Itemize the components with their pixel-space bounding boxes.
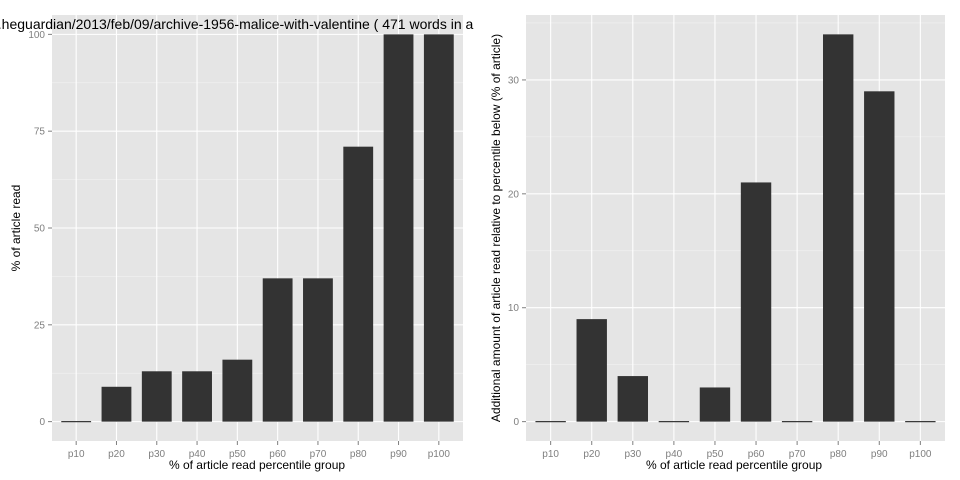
- left-bar-p30: [141, 371, 172, 422]
- left-y-tick-label: 100: [28, 30, 45, 41]
- right-y-axis-title: Additional amount of article read relati…: [489, 34, 503, 422]
- left-y-tick-label: 0: [39, 417, 45, 428]
- left-bar-p10: [61, 421, 92, 423]
- right-bar-p50: [699, 387, 731, 422]
- left-bar-p60: [262, 278, 293, 422]
- right-x-tick-label: p100: [909, 449, 932, 460]
- left-bar-p50: [222, 359, 253, 422]
- left-x-tick-label: p70: [310, 449, 327, 460]
- right-bar-p70: [781, 421, 813, 423]
- left-x-tick-label: p10: [68, 449, 85, 460]
- right-x-tick-label: p10: [542, 449, 559, 460]
- right-y-tick-label: 20: [508, 189, 520, 200]
- right-bar-p30: [617, 376, 649, 422]
- left-x-tick-label: p90: [390, 449, 407, 460]
- left-y-axis-title: % of article read: [9, 185, 23, 272]
- left-y-tick-label: 25: [34, 320, 46, 331]
- left-bar-p20: [101, 386, 132, 422]
- right-x-tick-label: p70: [789, 449, 806, 460]
- right-y-tick-label: 30: [508, 75, 520, 86]
- right-bar-p60: [740, 182, 772, 422]
- left-x-tick-label: p50: [229, 449, 246, 460]
- left-x-tick-label: p60: [269, 449, 286, 460]
- right-chart: 0 10 20 30 p10 p20 p30 p40 p50 p60 p70 p80 p90 p100 % …: [489, 15, 945, 472]
- right-bar-p40: [658, 421, 690, 423]
- left-bar-p40: [182, 371, 212, 422]
- right-x-tick-label: p30: [624, 449, 641, 460]
- left-bar-p70: [303, 278, 333, 422]
- left-bar-p80: [343, 146, 374, 422]
- left-y-tick-label: 50: [34, 224, 46, 235]
- left-x-axis-title: % of article read percentile group: [169, 458, 345, 472]
- right-x-tick-label: p90: [871, 449, 888, 460]
- left-x-tick-label: p40: [189, 449, 206, 460]
- left-x-tick-label: p20: [108, 449, 125, 460]
- right-x-axis-title: % of article read percentile group: [646, 458, 822, 472]
- right-y-tick-label: 10: [508, 303, 520, 314]
- right-bar-p10: [535, 421, 566, 423]
- right-y-tick-label: 0: [513, 417, 519, 428]
- left-bar-p90: [383, 34, 414, 422]
- left-x-tick-label: p30: [148, 449, 165, 460]
- left-chart-title: ...heguardian/2013/feb/09/archive-1956-m…: [0, 16, 473, 32]
- right-x-tick-label: p40: [666, 449, 683, 460]
- right-bar-p20: [576, 319, 607, 422]
- right-x-tick-label: p20: [583, 449, 600, 460]
- left-chart: 0 25 50 75 100 p10 p20 p30 p40 p50 p60 p70 p80 p90 p10…: [9, 15, 463, 472]
- right-x-tick-label: p80: [830, 449, 847, 460]
- right-x-tick-label: p50: [707, 449, 724, 460]
- left-y-tick-label: 75: [34, 127, 46, 138]
- right-x-tick-label: p60: [748, 449, 765, 460]
- left-x-tick-label: p80: [350, 449, 367, 460]
- left-bar-p100: [423, 34, 454, 422]
- right-bar-p100: [905, 421, 936, 423]
- left-x-tick-label: p100: [428, 449, 451, 460]
- right-bar-p90: [864, 91, 895, 422]
- right-bar-p80: [822, 34, 854, 422]
